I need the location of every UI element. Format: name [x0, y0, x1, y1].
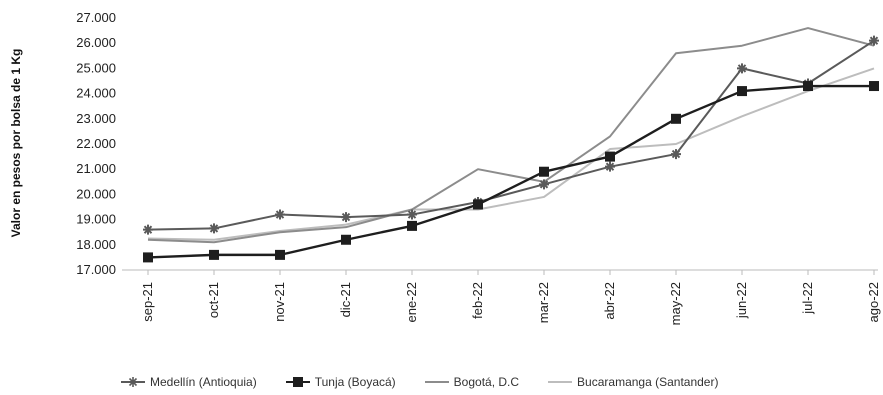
data-point [275, 249, 285, 260]
data-point [605, 161, 615, 172]
data-point [143, 252, 153, 263]
y-axis-ticks: 17.000 18.000 19.000 20.000 21.000 22.000 23.0… [76, 10, 116, 277]
data-point [803, 81, 813, 92]
y-tick-label: 19.000 [76, 212, 116, 227]
data-point [539, 166, 549, 177]
x-tick-label: ago-22 [866, 282, 881, 322]
data-point [407, 209, 417, 220]
data-point [209, 249, 219, 260]
series-line [147, 67, 875, 241]
legend-item: Bucaramanga (Santander) [547, 375, 718, 389]
x-tick-label: dic-21 [338, 282, 353, 317]
y-tick-label: 20.000 [76, 186, 116, 201]
data-point [209, 223, 219, 234]
data-point [143, 224, 153, 235]
legend-label: Tunja (Boyacá) [314, 375, 396, 389]
line-chart: 17.000 18.000 19.000 20.000 21.000 22.000 23.0… [9, 10, 881, 325]
x-tick-label: oct-21 [206, 282, 221, 318]
data-point [275, 209, 285, 220]
y-tick-label: 21.000 [76, 161, 116, 176]
legend-item: Tunja (Boyacá) [285, 375, 396, 389]
data-point [869, 81, 879, 92]
x-tick-label: jun-22 [734, 282, 749, 319]
data-point [671, 149, 681, 160]
x-tick-label: jul-22 [800, 282, 815, 315]
data-point [605, 151, 615, 162]
x-tick-label: ene-22 [404, 282, 419, 322]
x-tick-label: may-22 [668, 282, 683, 325]
chart-legend: Medellín (Antioquia) Tunja (Boyacá) Bogotá… [120, 372, 880, 392]
y-tick-label: 23.000 [76, 111, 116, 126]
legend-item: Medellín (Antioquia) [120, 375, 257, 389]
series-line [147, 39, 875, 231]
legend-swatch [548, 381, 573, 383]
series-3 [147, 67, 875, 241]
series-line [147, 27, 875, 244]
data-point [341, 234, 351, 245]
y-tick-label: 18.000 [76, 237, 116, 252]
legend-label: Medellín (Antioquia) [150, 375, 257, 389]
data-point [671, 113, 681, 124]
legend-swatch [121, 377, 145, 387]
y-tick-label: 17.000 [76, 262, 116, 277]
legend-swatch [424, 381, 449, 383]
data-point [341, 212, 351, 223]
y-axis-label: Valor en pesos por bolsa de 1 Kg [9, 49, 23, 238]
chart-series [143, 27, 879, 263]
data-point [737, 86, 747, 97]
data-point [539, 179, 549, 190]
series-line [147, 84, 874, 259]
x-axis-ticks: sep-21 oct-21 nov-21 dic-21 ene-22 feb-22 mar-… [140, 270, 881, 325]
series-1 [143, 81, 879, 263]
legend-label: Bogotá, D.C [453, 375, 520, 389]
data-point [737, 63, 747, 74]
data-point [473, 199, 483, 210]
y-tick-label: 27.000 [76, 10, 116, 25]
y-tick-label: 25.000 [76, 60, 116, 75]
x-tick-label: abr-22 [602, 282, 617, 320]
y-tick-label: 22.000 [76, 136, 116, 151]
x-tick-label: feb-22 [470, 282, 485, 319]
legend-label: Bucaramanga (Santander) [577, 375, 719, 389]
x-tick-label: mar-22 [536, 282, 551, 323]
y-tick-label: 24.000 [76, 86, 116, 101]
series-0 [143, 35, 879, 235]
y-tick-label: 26.000 [76, 35, 116, 50]
legend-item: Bogotá, D.C [424, 375, 519, 389]
data-point [407, 220, 417, 231]
data-point [869, 35, 879, 46]
legend-swatch [285, 377, 310, 387]
x-tick-label: sep-21 [140, 282, 155, 322]
series-2 [147, 27, 875, 244]
x-tick-label: nov-21 [272, 282, 287, 322]
